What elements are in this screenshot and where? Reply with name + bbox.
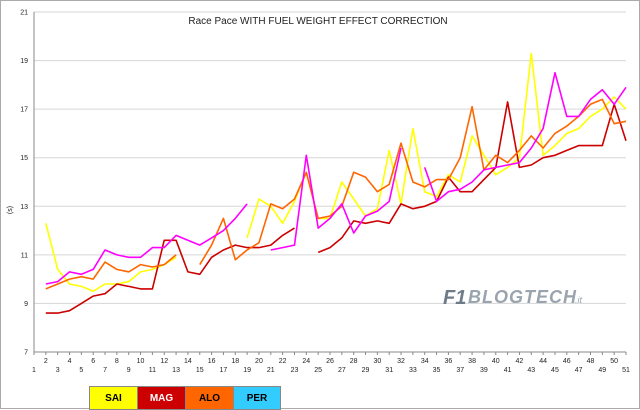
x-tick-label: 12 xyxy=(160,358,168,365)
x-tick-label: 4 xyxy=(68,358,72,365)
x-tick-label: 1 xyxy=(32,367,36,374)
x-tick-label: 50 xyxy=(610,358,618,365)
x-tick-label: 33 xyxy=(409,367,417,374)
x-tick-label: 48 xyxy=(587,358,595,365)
series-lines xyxy=(45,52,627,314)
x-tick-label: 23 xyxy=(291,367,299,374)
x-tick-label: 28 xyxy=(350,358,358,365)
series-line-per-2 xyxy=(270,147,402,251)
x-tick-label: 7 xyxy=(103,367,107,374)
legend-label-per: PER xyxy=(246,392,268,404)
y-tick-label: 19 xyxy=(20,58,28,65)
series-line-alo-1 xyxy=(45,254,177,290)
y-axis-label: (s) xyxy=(7,206,14,214)
y-tick-label: 11 xyxy=(21,252,28,259)
legend-label-sai: SAI xyxy=(105,392,122,404)
x-tick-label: 17 xyxy=(220,367,228,374)
series-line-per-3 xyxy=(423,71,627,203)
legend-item-mag: MAG xyxy=(137,387,185,409)
x-tick-label: 3 xyxy=(56,367,60,374)
x-tick-label: 8 xyxy=(115,358,119,365)
legend: SAI MAG ALO PER xyxy=(89,386,281,410)
y-tick-label: 15 xyxy=(20,155,28,162)
legend-item-sai: SAI xyxy=(89,387,137,409)
y-tick-label: 9 xyxy=(24,301,28,308)
x-tick-label: 51 xyxy=(622,367,630,374)
x-tick-label: 47 xyxy=(575,367,583,374)
x-tick-label: 9 xyxy=(127,367,131,374)
x-tick-label: 27 xyxy=(338,367,346,374)
x-tick-label: 21 xyxy=(267,367,275,374)
logo-text: BLOGTECH xyxy=(468,287,577,307)
x-tick-label: 14 xyxy=(184,358,192,365)
x-tick-label: 16 xyxy=(208,358,216,365)
series-line-alo-2 xyxy=(199,98,627,266)
x-tick-label: 39 xyxy=(480,367,488,374)
x-tick-label: 24 xyxy=(302,358,310,365)
x-tick-label: 43 xyxy=(527,367,535,374)
y-tick-label: 21 xyxy=(20,10,28,17)
x-tick-label: 44 xyxy=(539,358,547,365)
x-tick-label: 5 xyxy=(79,367,83,374)
x-tick-label: 6 xyxy=(91,358,95,365)
y-tick-label: 7 xyxy=(24,350,28,357)
x-tick-label: 13 xyxy=(172,367,180,374)
series-line-mag-2 xyxy=(317,101,627,254)
x-tick-label: 38 xyxy=(468,358,476,365)
logo-watermark: F1 BLOGTECH .it xyxy=(443,287,583,309)
x-tick-label: 35 xyxy=(433,367,441,374)
x-tick-label: 42 xyxy=(516,358,524,365)
x-tick-label: 11 xyxy=(149,367,156,374)
x-tick-label: 36 xyxy=(445,358,453,365)
x-tick-label: 19 xyxy=(243,367,251,374)
logo-suffix: .it xyxy=(575,295,583,305)
x-tick-label: 26 xyxy=(326,358,334,365)
x-tick-label: 25 xyxy=(314,367,322,374)
series-line-per-1 xyxy=(45,203,248,285)
x-tick-label: 18 xyxy=(231,358,239,365)
x-tick-label: 49 xyxy=(598,367,606,374)
x-tick-label: 29 xyxy=(362,367,370,374)
series-line-sai-1 xyxy=(45,223,177,293)
x-tick-label: 22 xyxy=(279,358,287,365)
x-tick-label: 32 xyxy=(397,358,405,365)
logo-f1-text: F1 xyxy=(443,287,466,309)
grid xyxy=(34,11,626,353)
x-tick-label: 45 xyxy=(551,367,559,374)
x-tick-label: 10 xyxy=(137,358,145,365)
series-line-mag-1 xyxy=(45,227,295,314)
x-tick-label: 20 xyxy=(255,358,263,365)
legend-item-alo: ALO xyxy=(185,387,233,409)
x-tick-label: 15 xyxy=(196,367,204,374)
legend-label-alo: ALO xyxy=(198,392,221,404)
legend-label-mag: MAG xyxy=(149,392,174,404)
x-tick-label: 46 xyxy=(563,358,571,365)
x-tick-label: 37 xyxy=(456,367,464,374)
x-tick-label: 30 xyxy=(373,358,381,365)
axes: 7911131517192112345678910111213141516171… xyxy=(20,10,630,375)
x-tick-label: 40 xyxy=(492,358,500,365)
x-tick-label: 34 xyxy=(421,358,429,365)
y-tick-label: 17 xyxy=(20,107,28,114)
legend-item-per: PER xyxy=(233,387,281,409)
chart-title: Race Pace WITH FUEL WEIGHT EFFECT CORREC… xyxy=(188,16,447,27)
x-tick-label: 31 xyxy=(385,367,393,374)
y-tick-label: 13 xyxy=(20,204,28,211)
x-tick-label: 41 xyxy=(504,367,512,374)
x-tick-label: 2 xyxy=(44,358,48,365)
